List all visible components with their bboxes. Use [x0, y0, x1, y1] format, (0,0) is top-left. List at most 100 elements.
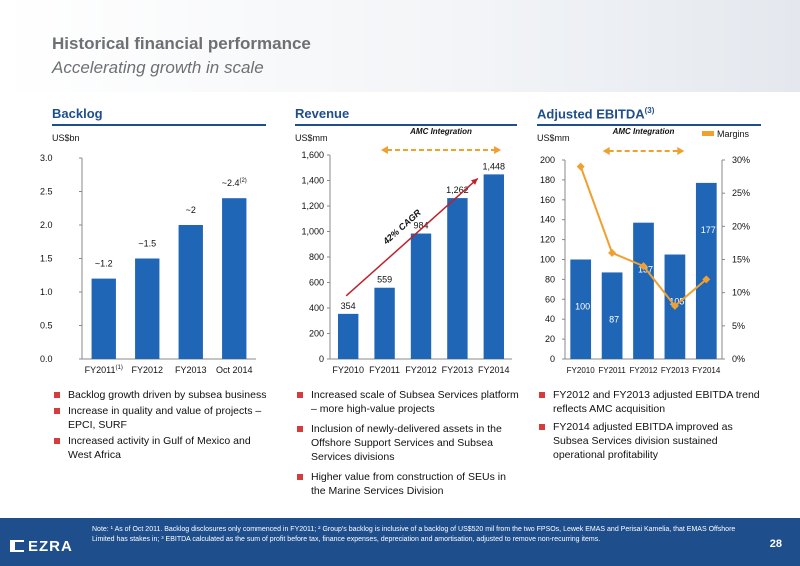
amc-integration-label: AMC Integration [612, 127, 675, 136]
x-tick-sup: (1) [116, 365, 123, 371]
data-label: 1,448 [483, 161, 506, 171]
bullet-item: FY2012 and FY2013 adjusted EBITDA trend … [537, 388, 767, 416]
backlog-bar [135, 258, 160, 359]
revenue-divider [295, 124, 517, 126]
y2-tick-label: 15% [732, 255, 750, 265]
data-label: ~2 [186, 205, 196, 215]
y-tick-label: 2.5 [40, 187, 53, 197]
x-tick-label: FY2011(1) [85, 365, 123, 375]
bullet-text: FY2014 adjusted EBITDA improved as Subse… [553, 421, 733, 461]
logo-mark-icon [10, 540, 24, 552]
backlog-bar [178, 225, 203, 359]
arrow-left-icon [380, 146, 388, 154]
data-label: 984 [413, 221, 428, 231]
x-tick-label: FY2013 [661, 366, 690, 375]
y-tick-label: 1,400 [301, 176, 324, 186]
legend-label: Margins [717, 129, 750, 139]
backlog-bullets: Backlog growth driven by subsea business… [52, 388, 277, 464]
backlog-bar [91, 278, 116, 359]
bullet-text: FY2012 and FY2013 adjusted EBITDA trend … [553, 389, 760, 415]
y2-tick-label: 10% [732, 288, 750, 298]
legend-swatch [702, 131, 714, 136]
y-tick-label: 1.0 [40, 287, 53, 297]
y-tick-label: 20 [545, 334, 555, 344]
bullet-item: Increase in quality and value of project… [52, 404, 277, 432]
x-tick-label: FY2013 [442, 365, 474, 375]
backlog-panel-title: Backlog [52, 106, 103, 121]
arrow-left-icon [602, 147, 610, 155]
margins-point [576, 162, 585, 171]
backlog-divider [52, 124, 266, 126]
revenue-bar [447, 198, 468, 359]
revenue-bullets: Increased scale of Subsea Services platf… [295, 388, 520, 500]
data-label: 354 [341, 301, 356, 311]
ebitda-title-sup: (3) [644, 106, 655, 115]
x-tick-label: FY2011 [369, 365, 400, 375]
bullet-item: Inclusion of newly-delivered assets in t… [295, 422, 520, 464]
y-tick-label: 0 [319, 354, 324, 364]
bullet-item: Increased scale of Subsea Services platf… [295, 388, 520, 416]
x-tick-label: FY2010 [567, 366, 596, 375]
bullet-marker [297, 392, 303, 398]
y-tick-label: 100 [540, 255, 555, 265]
y2-tick-label: 5% [732, 321, 745, 331]
revenue-unit-label: US$mm [295, 133, 328, 143]
revenue-bar [338, 313, 359, 359]
bullet-marker [297, 474, 303, 480]
cagr-arrow-line [345, 177, 479, 297]
bullet-item: Increased activity in Gulf of Mexico and… [52, 434, 277, 462]
backlog-bar [222, 198, 247, 359]
margins-point [639, 262, 648, 271]
y-tick-label: 800 [309, 252, 324, 262]
y-tick-label: 140 [540, 215, 555, 225]
ebitda-bar [601, 272, 623, 359]
bullet-marker [539, 392, 545, 398]
bullet-text: Higher value from construction of SEUs i… [311, 471, 506, 497]
x-tick-label: FY2010 [332, 365, 364, 375]
y-tick-label: 120 [540, 235, 555, 245]
y-tick-label: 3.0 [40, 153, 53, 163]
y-tick-label: 0.0 [40, 354, 53, 364]
y-tick-label: 1,200 [301, 201, 324, 211]
y2-tick-label: 30% [732, 155, 750, 165]
data-label: ~1.5 [138, 239, 156, 249]
bullet-marker [539, 424, 545, 430]
ebitda-bar [633, 222, 654, 359]
y-tick-label: 1,000 [301, 227, 324, 237]
y2-tick-label: 20% [732, 221, 750, 231]
y-tick-label: 1.5 [40, 254, 53, 264]
page-subtitle: Accelerating growth in scale [52, 58, 264, 77]
ebitda-unit-label: US$mm [537, 133, 570, 143]
bullet-marker [54, 408, 60, 414]
y2-tick-label: 25% [732, 188, 750, 198]
data-label: ~1.2 [95, 259, 113, 269]
ebitda-bar [695, 182, 717, 359]
y2-tick-label: 0% [732, 354, 745, 364]
ebitda-bullets: FY2012 and FY2013 adjusted EBITDA trend … [537, 388, 767, 464]
margins-point [608, 248, 617, 257]
ebitda-panel-title: Adjusted EBITDA(3) [537, 106, 654, 121]
bullet-item: FY2014 adjusted EBITDA improved as Subse… [537, 420, 767, 462]
data-label: 177 [701, 225, 716, 235]
logo-text: EZRA [28, 538, 73, 555]
bullet-text: Increased scale of Subsea Services platf… [311, 389, 519, 415]
backlog-unit-label: US$bn [52, 133, 80, 143]
revenue-bar [483, 174, 504, 359]
y-tick-label: 40 [545, 314, 555, 324]
x-tick-label: FY2012 [629, 366, 658, 375]
ebitda-divider [537, 124, 761, 126]
company-logo: EZRA [10, 538, 73, 555]
y-tick-label: 400 [309, 303, 324, 313]
x-tick-label: FY2014 [478, 365, 510, 375]
footnote: Note: ¹ As of Oct 2011. Backlog disclosu… [92, 526, 736, 543]
data-label: 105 [669, 297, 684, 307]
y-tick-label: 2.0 [40, 220, 53, 230]
y-tick-label: 600 [309, 278, 324, 288]
header-band [0, 0, 800, 92]
arrow-right-icon [494, 146, 502, 154]
bullet-marker [297, 426, 303, 432]
y-tick-label: 200 [540, 155, 555, 165]
bullet-text: Increased activity in Gulf of Mexico and… [68, 435, 251, 461]
